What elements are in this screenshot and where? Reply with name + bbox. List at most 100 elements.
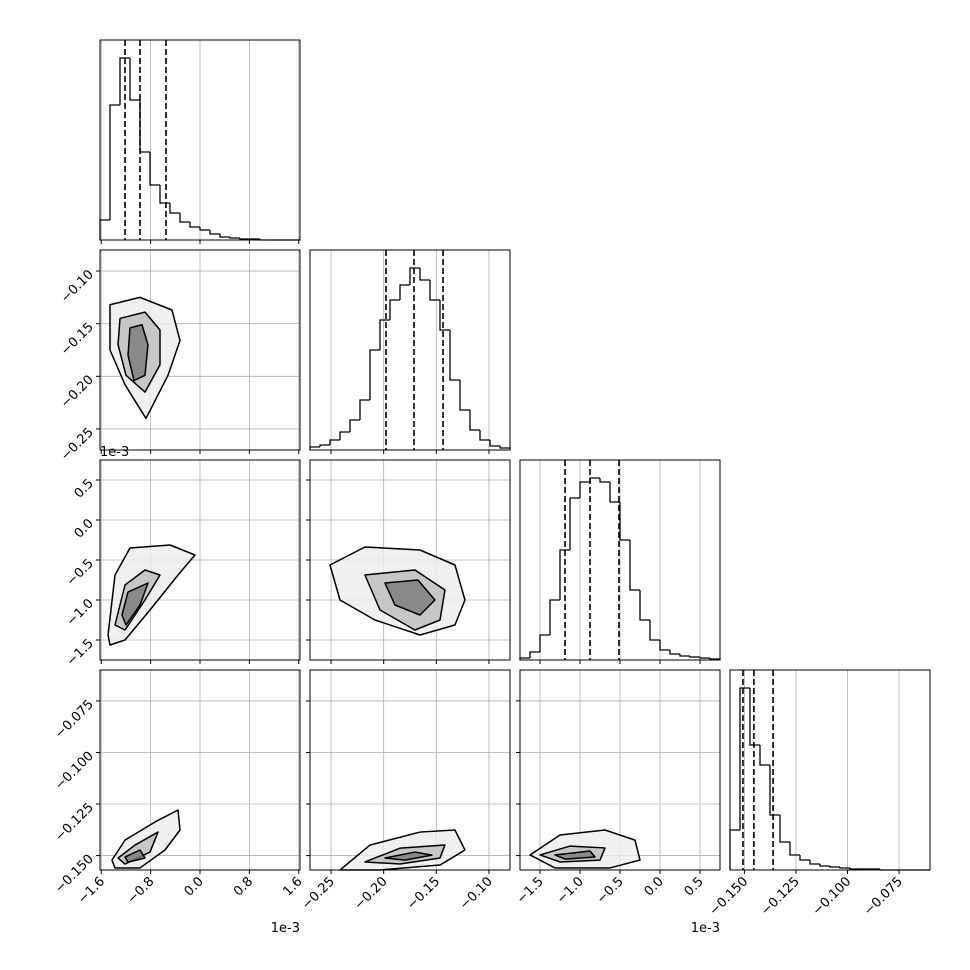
histogram-step bbox=[189, 222, 200, 228]
histogram-step bbox=[179, 213, 190, 223]
histogram-step bbox=[759, 745, 770, 766]
histogram-step bbox=[629, 540, 640, 591]
histogram-step bbox=[169, 203, 180, 214]
histogram-step bbox=[119, 57, 130, 105]
x-tick-label: −1.0 bbox=[554, 874, 587, 907]
x-tick-label: 0.0 bbox=[182, 874, 207, 899]
histogram-step bbox=[209, 230, 220, 235]
y-tick-label: −0.075 bbox=[52, 697, 97, 742]
x-tick-label: −0.125 bbox=[758, 874, 803, 919]
panel-frame bbox=[729, 669, 931, 871]
y-tick-label: −0.5 bbox=[64, 556, 97, 589]
panel-frame bbox=[99, 669, 301, 871]
histogram-step bbox=[749, 688, 760, 746]
histogram-step bbox=[449, 330, 460, 381]
contour bbox=[121, 582, 149, 626]
histogram-step bbox=[139, 100, 150, 153]
y-tick-label: −1.5 bbox=[64, 636, 97, 669]
histogram-step bbox=[199, 227, 210, 231]
histogram-step bbox=[849, 868, 860, 870]
x-tick-label: −0.15 bbox=[404, 874, 443, 913]
histogram-step bbox=[689, 656, 700, 658]
histogram-step bbox=[659, 640, 670, 651]
x-offset-label: 1e-3 bbox=[271, 921, 300, 936]
y-tick-label: −1.0 bbox=[64, 596, 97, 629]
histogram-step bbox=[419, 268, 430, 281]
histogram-step bbox=[529, 651, 540, 658]
histogram-step bbox=[769, 765, 780, 816]
histogram-step bbox=[839, 867, 850, 869]
histogram-step bbox=[379, 319, 390, 350]
panel-frame bbox=[309, 669, 511, 871]
x-tick-label: −0.5 bbox=[594, 874, 627, 907]
x-tick-label: −0.150 bbox=[707, 874, 752, 919]
histogram-step bbox=[699, 657, 710, 659]
x-tick-label: −0.20 bbox=[352, 874, 391, 913]
contour bbox=[124, 849, 146, 863]
x-tick-label: −0.25 bbox=[299, 874, 338, 913]
histogram-step bbox=[389, 299, 400, 320]
panel-frame bbox=[99, 459, 301, 661]
y-tick-label: −0.15 bbox=[58, 320, 97, 359]
histogram-step bbox=[459, 380, 470, 411]
histogram-step bbox=[369, 349, 380, 400]
histogram-step bbox=[349, 419, 360, 432]
histogram-step bbox=[479, 430, 490, 441]
y-tick-label: 0.5 bbox=[72, 476, 97, 501]
histogram-step bbox=[159, 185, 170, 204]
histogram-step bbox=[809, 860, 820, 865]
histogram-step bbox=[609, 482, 620, 503]
x-tick-label: 0.8 bbox=[231, 874, 256, 899]
x-tick-label: −1.5 bbox=[514, 874, 547, 907]
y-tick-label: −0.20 bbox=[58, 373, 97, 412]
x-tick-label: −0.100 bbox=[810, 874, 855, 919]
histogram-step bbox=[329, 439, 340, 445]
y-tick-label: −0.25 bbox=[58, 425, 97, 464]
histogram-step bbox=[339, 431, 350, 440]
histogram-step bbox=[619, 502, 630, 541]
histogram-step bbox=[829, 866, 840, 868]
histogram-step bbox=[239, 238, 250, 240]
histogram-step bbox=[569, 497, 580, 550]
histogram-step bbox=[319, 444, 330, 447]
histogram-step bbox=[779, 815, 790, 843]
histogram-step bbox=[589, 477, 600, 482]
x-tick-label: 1.6 bbox=[280, 874, 305, 899]
histogram-step bbox=[229, 237, 240, 239]
histogram-step bbox=[109, 104, 120, 220]
contour bbox=[554, 850, 596, 860]
histogram-step bbox=[439, 300, 450, 331]
y-offset-label: 1e-3 bbox=[100, 445, 129, 460]
histogram-step bbox=[639, 590, 650, 621]
histogram-step bbox=[149, 152, 160, 186]
panel-frame bbox=[519, 459, 721, 661]
y-tick-label: −0.100 bbox=[52, 749, 97, 794]
panel-frame bbox=[99, 39, 301, 241]
histogram-step bbox=[599, 478, 610, 483]
x-tick-label: 0.5 bbox=[682, 874, 707, 899]
histogram-step bbox=[819, 864, 830, 867]
histogram-step bbox=[739, 687, 750, 830]
histogram-step bbox=[539, 634, 550, 652]
histogram-step bbox=[679, 654, 690, 657]
y-tick-label: −0.125 bbox=[52, 800, 97, 845]
panel-frame bbox=[309, 459, 511, 661]
contour bbox=[384, 579, 436, 616]
x-offset-label: 1e-3 bbox=[691, 921, 720, 936]
histogram-step bbox=[579, 481, 590, 498]
x-tick-label: 0.0 bbox=[642, 874, 667, 899]
histogram-step bbox=[399, 284, 410, 300]
histogram-step bbox=[429, 280, 440, 301]
histogram-step bbox=[499, 446, 511, 450]
histogram-step bbox=[359, 399, 370, 420]
y-tick-label: −0.10 bbox=[58, 267, 97, 306]
histogram-step bbox=[649, 620, 660, 641]
histogram-step bbox=[469, 410, 480, 431]
histogram-step bbox=[559, 549, 570, 600]
x-tick-label: −0.075 bbox=[861, 874, 906, 919]
panel-frame bbox=[99, 249, 301, 451]
x-tick-label: −0.10 bbox=[457, 874, 496, 913]
histogram-step bbox=[669, 650, 680, 655]
panel-frame bbox=[519, 669, 721, 871]
